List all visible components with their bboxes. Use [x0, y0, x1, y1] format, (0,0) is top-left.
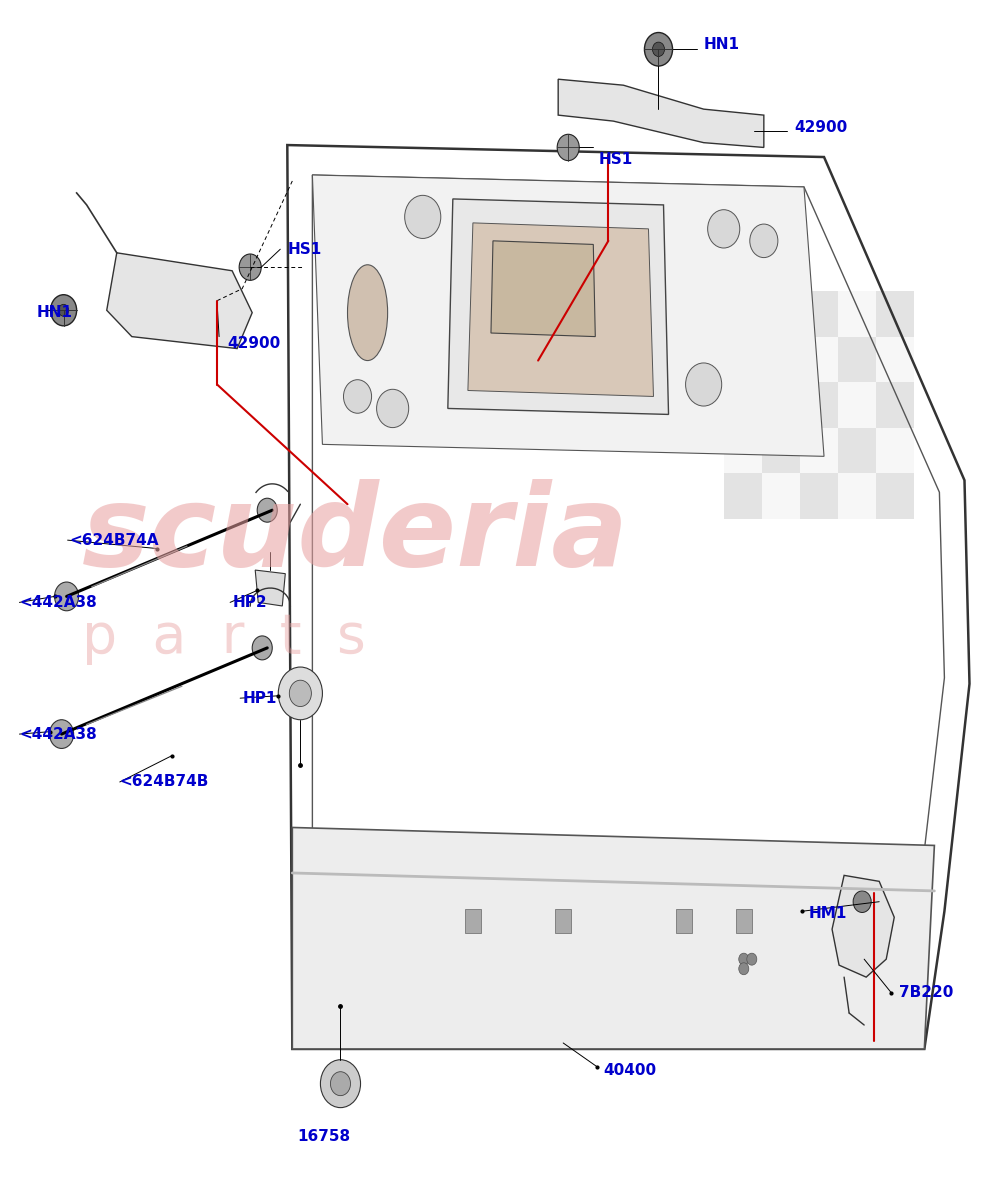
- Text: 16758: 16758: [298, 1129, 350, 1144]
- Bar: [800, 337, 838, 382]
- Text: HS1: HS1: [288, 241, 322, 257]
- Circle shape: [738, 953, 748, 965]
- Polygon shape: [558, 79, 764, 148]
- Circle shape: [253, 636, 273, 660]
- Bar: [876, 292, 914, 337]
- Circle shape: [330, 1072, 350, 1096]
- Bar: [876, 382, 914, 427]
- Polygon shape: [491, 241, 596, 337]
- Polygon shape: [313, 175, 824, 456]
- Circle shape: [376, 389, 408, 427]
- Bar: [723, 382, 762, 427]
- Text: <624B74B: <624B74B: [120, 774, 209, 790]
- Circle shape: [290, 680, 312, 707]
- Text: HP1: HP1: [242, 691, 277, 706]
- Bar: [676, 908, 691, 932]
- Circle shape: [321, 1060, 360, 1108]
- Bar: [762, 292, 800, 337]
- Polygon shape: [293, 828, 935, 1049]
- Text: p  a  r  t  s: p a r t s: [81, 611, 365, 665]
- Bar: [465, 908, 481, 932]
- Bar: [723, 292, 762, 337]
- Circle shape: [645, 32, 673, 66]
- Circle shape: [653, 42, 665, 56]
- Polygon shape: [256, 570, 286, 606]
- Bar: [723, 427, 762, 473]
- Circle shape: [685, 362, 721, 406]
- Text: scuderia: scuderia: [81, 479, 629, 589]
- Bar: [800, 382, 838, 427]
- Circle shape: [258, 498, 278, 522]
- Bar: [762, 337, 800, 382]
- Polygon shape: [107, 253, 253, 348]
- Circle shape: [50, 295, 76, 326]
- Circle shape: [54, 582, 78, 611]
- Circle shape: [738, 962, 748, 974]
- Bar: [838, 427, 876, 473]
- Text: HN1: HN1: [36, 305, 72, 320]
- Text: 42900: 42900: [794, 120, 847, 134]
- Bar: [555, 908, 571, 932]
- Circle shape: [404, 196, 441, 239]
- Text: <442A38: <442A38: [19, 726, 98, 742]
- Circle shape: [58, 305, 68, 317]
- Bar: [800, 473, 838, 518]
- Text: 42900: 42900: [227, 336, 281, 352]
- Text: HN1: HN1: [703, 37, 739, 52]
- Circle shape: [707, 210, 739, 248]
- Polygon shape: [832, 875, 894, 977]
- Circle shape: [557, 134, 579, 161]
- Circle shape: [239, 254, 262, 281]
- Circle shape: [746, 953, 757, 965]
- Bar: [762, 473, 800, 518]
- Bar: [723, 473, 762, 518]
- Bar: [762, 382, 800, 427]
- Bar: [838, 473, 876, 518]
- Circle shape: [49, 720, 73, 749]
- Text: <442A38: <442A38: [19, 595, 98, 610]
- Circle shape: [853, 890, 871, 912]
- Polygon shape: [468, 223, 654, 396]
- Text: HM1: HM1: [809, 906, 847, 922]
- Text: HP2: HP2: [232, 595, 267, 610]
- Bar: [800, 292, 838, 337]
- Circle shape: [749, 224, 778, 258]
- Polygon shape: [448, 199, 669, 414]
- Bar: [876, 427, 914, 473]
- Bar: [876, 473, 914, 518]
- Text: <624B74A: <624B74A: [69, 533, 159, 547]
- Circle shape: [343, 379, 371, 413]
- Bar: [838, 292, 876, 337]
- Bar: [800, 427, 838, 473]
- Bar: [723, 337, 762, 382]
- Text: 7B220: 7B220: [899, 985, 954, 1000]
- Bar: [876, 337, 914, 382]
- Text: HS1: HS1: [599, 152, 633, 167]
- Bar: [735, 908, 751, 932]
- Ellipse shape: [347, 265, 387, 360]
- Bar: [838, 337, 876, 382]
- Bar: [762, 427, 800, 473]
- Text: 40400: 40400: [604, 1063, 657, 1078]
- Circle shape: [279, 667, 322, 720]
- Bar: [838, 382, 876, 427]
